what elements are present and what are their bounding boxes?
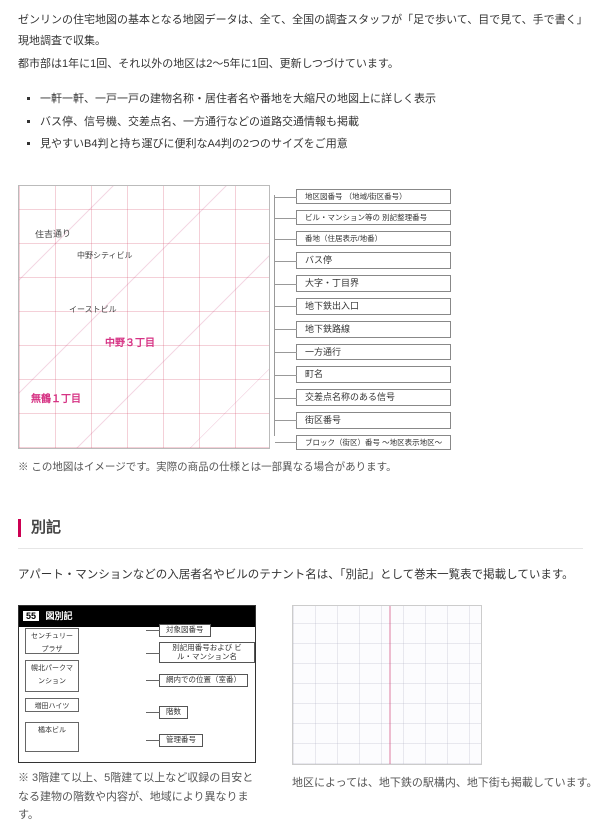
underground-map-note: 地区によっては、地下鉄の駅構内、地下街も掲載しています。: [292, 773, 597, 794]
bekki-column-right: 地区によっては、地下鉄の駅構内、地下街も掲載しています。: [292, 605, 597, 825]
bekki-panel-header: 55 図別記: [19, 606, 255, 627]
legend-item: ビル・マンション等の 別記整理番号: [296, 210, 451, 225]
legend-item: ブロック（街区）番号 〜地区表示地区〜: [296, 435, 451, 450]
section-title: 別記: [31, 514, 61, 543]
feature-list: 一軒一軒、一戸一戸の建物名称・居住者名や番地を大縮尺の地図上に詳しく表示 バス停…: [18, 89, 583, 156]
bekki-label: 別記用番号および ビル・マンション名: [159, 642, 255, 663]
map-street-label: 住吉通り: [35, 226, 72, 244]
legend-item: 番地（住居表示/地番）: [296, 231, 451, 246]
map-legend: 地区図番号 （地域/街区番号） ビル・マンション等の 別記整理番号 番地（住居表…: [296, 185, 451, 449]
section-heading: 別記: [18, 514, 583, 550]
legend-item: 交差点名称のある信号: [296, 389, 451, 406]
map-figure: 住吉通り 中野シティビル イーストビル 中野３丁目 無鶴１丁目 地区図番号 （地…: [18, 185, 583, 449]
legend-item: 街区番号: [296, 412, 451, 429]
legend-item: 町名: [296, 366, 451, 383]
map-chome-label: 無鶴１丁目: [31, 390, 81, 409]
legend-item: 大字・丁目界: [296, 275, 451, 292]
feature-item: 見やすいB4判と持ち運びに便利なA4判の2つのサイズをご用意: [40, 134, 583, 155]
bekki-column-left: 55 図別記 センチュリー プラザ 幌北パークマンション 増田ハイツ 橘本ビル …: [18, 605, 256, 825]
bekki-room: 橘本ビル: [25, 722, 79, 752]
legend-item: バス停: [296, 252, 451, 269]
map-image: 住吉通り 中野シティビル イーストビル 中野３丁目 無鶴１丁目: [18, 185, 270, 449]
underground-map-image: [292, 605, 482, 765]
legend-item: 地区図番号 （地域/街区番号）: [296, 189, 451, 204]
bekki-label: 階数: [159, 706, 188, 719]
legend-item: 一方通行: [296, 344, 451, 361]
bekki-room: 増田ハイツ: [25, 698, 79, 712]
bekki-room: 幌北パークマンション: [25, 660, 79, 692]
bekki-label: 網内での位置（室番）: [159, 674, 248, 687]
bekki-panel: 55 図別記 センチュリー プラザ 幌北パークマンション 増田ハイツ 橘本ビル …: [18, 605, 256, 763]
map-disclaimer: ※ この地図はイメージです。実際の商品の仕様とは一部異なる場合があります。: [18, 458, 583, 478]
bekki-intro: アパート・マンションなどの入居者名やビルのテナント名は、「別記」として巻末一覧表…: [18, 565, 583, 587]
legend-item: 地下鉄路線: [296, 321, 451, 338]
intro: ゼンリンの住宅地図の基本となる地図データは、全て、全国の調査スタッフが「足で歩い…: [18, 10, 583, 75]
bekki-note: ※ 3階建て以上、5階建て以上など収録の目安となる建物の階数や内容が、地域により…: [18, 769, 256, 825]
legend-item: 地下鉄出入口: [296, 298, 451, 315]
feature-item: 一軒一軒、一戸一戸の建物名称・居住者名や番地を大縮尺の地図上に詳しく表示: [40, 89, 583, 110]
bekki-label: 管理番号: [159, 734, 203, 747]
intro-line-1: ゼンリンの住宅地図の基本となる地図データは、全て、全国の調査スタッフが「足で歩い…: [18, 10, 583, 52]
bekki-panel-title: 図別記: [46, 611, 73, 621]
intro-line-2: 都市部は1年に1回、それ以外の地区は2〜5年に1回、更新しつづけています。: [18, 54, 583, 75]
map-building-label: 中野シティビル: [77, 248, 133, 263]
heading-accent-bar: [18, 519, 21, 537]
map-building-label: イーストビル: [69, 302, 117, 317]
feature-item: バス停、信号機、交差点名、一方通行などの道路交通情報も掲載: [40, 112, 583, 133]
bekki-label: 対象図番号: [159, 624, 211, 637]
bekki-panel-number: 55: [23, 611, 39, 621]
map-chome-label: 中野３丁目: [105, 334, 155, 353]
bekki-room: センチュリー プラザ: [25, 628, 79, 654]
